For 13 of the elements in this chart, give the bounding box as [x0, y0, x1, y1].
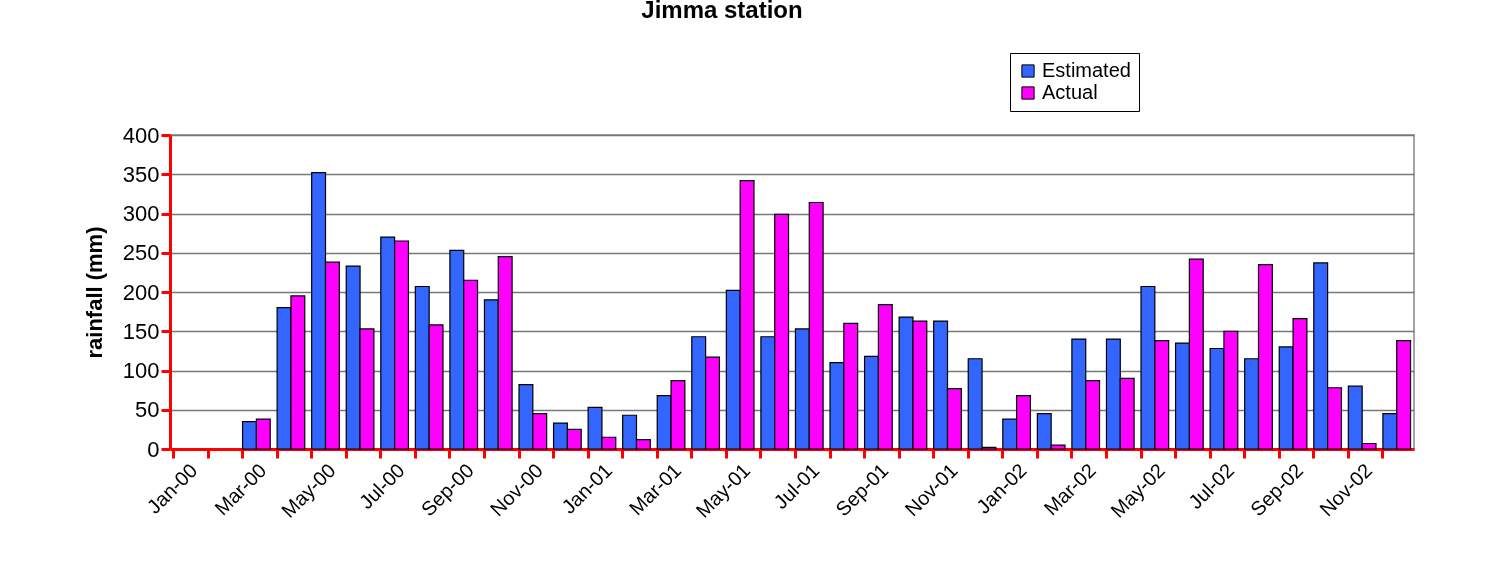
y-axis-title: rainfall (mm)	[81, 226, 107, 359]
y-tick-label: 50	[135, 397, 160, 423]
y-tick-label: 350	[122, 161, 160, 187]
legend-label: Estimated	[1042, 59, 1131, 81]
legend-label: Actual	[1042, 81, 1098, 103]
y-tick-label: 200	[122, 279, 160, 305]
y-tick-label: 0	[147, 436, 160, 462]
y-tick-label: 400	[122, 122, 160, 148]
y-tick-label: 300	[122, 201, 160, 226]
y-tick-label: 250	[122, 240, 160, 266]
chart-title: Jimma station	[641, 0, 803, 23]
y-tick-label: 100	[122, 358, 160, 383]
y-tick-label: 150	[122, 318, 160, 344]
